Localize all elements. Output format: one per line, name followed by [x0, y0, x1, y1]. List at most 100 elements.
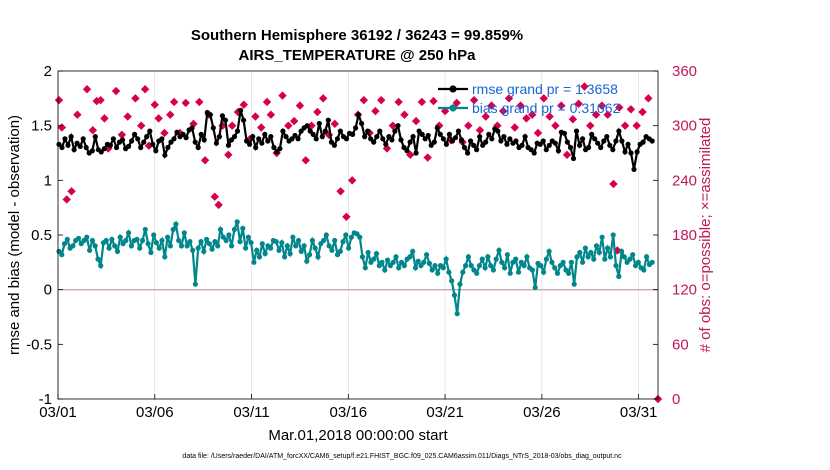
rmse-point [162, 152, 168, 158]
plot-area [54, 71, 663, 404]
bias-point [532, 284, 538, 291]
obs-possible-marker [307, 121, 316, 130]
rmse-point [371, 139, 377, 145]
rmse-point [132, 131, 138, 137]
rmse-point [564, 139, 571, 145]
obs-possible-marker [214, 200, 223, 210]
bias-point [496, 247, 502, 253]
bias-point [382, 267, 388, 273]
x-axis-label: Mar.01,2018 00:00:00 start [268, 427, 448, 444]
obs-possible-marker [516, 101, 525, 110]
rmse-point [289, 136, 295, 142]
bias-point [580, 259, 586, 265]
obs-possible-marker [210, 192, 219, 201]
bias-point [192, 281, 198, 287]
rmse-point [413, 150, 419, 156]
bias-point [424, 252, 430, 258]
bias-point [588, 249, 594, 256]
rmse-point [280, 128, 286, 134]
bias-point [346, 245, 352, 251]
rmse-point [410, 134, 416, 140]
rmse-point [640, 139, 646, 145]
obs-possible-marker [150, 100, 159, 109]
rmse-point [74, 140, 80, 146]
rmse-point [567, 144, 574, 151]
x-tick-label: 03/06 [136, 404, 174, 421]
obs-possible-marker [313, 107, 322, 117]
bias-point [251, 259, 257, 265]
bias-point [162, 254, 168, 260]
bias-point [326, 243, 332, 249]
bias-point [337, 248, 343, 254]
bias-point [276, 247, 282, 253]
obs-possible-marker [57, 123, 67, 132]
bias-point [396, 265, 402, 271]
rmse-point [519, 142, 525, 148]
bias-point [457, 281, 463, 287]
rmse-point [168, 139, 174, 145]
obs-possible-marker [469, 95, 479, 105]
bias-point [493, 256, 499, 262]
rmse-point [570, 155, 577, 162]
bias-point [373, 251, 380, 257]
rmse-point [446, 131, 452, 137]
bias-point [106, 245, 112, 251]
rmse-point [607, 142, 613, 148]
bias-point [507, 270, 513, 276]
obs-possible-marker [54, 95, 64, 105]
bias-point [451, 292, 458, 298]
obs-possible-marker [539, 94, 549, 103]
bias-point [577, 249, 583, 256]
bias-point [321, 237, 327, 244]
y-tick-label: 0.5 [31, 227, 52, 244]
rmse-point [319, 134, 325, 140]
obs-possible-marker [609, 179, 618, 189]
rmse-point [504, 141, 510, 147]
rmse-point [274, 149, 280, 155]
bias-point [610, 232, 616, 238]
rmse-point [228, 137, 235, 143]
rmse-point [613, 138, 619, 144]
rmse-point [380, 136, 386, 142]
rmse-point [144, 134, 150, 140]
rmse-point [513, 138, 519, 144]
bias-point [357, 234, 363, 240]
bias-point [165, 234, 171, 240]
obs-possible-marker [527, 110, 537, 119]
y-right-tick-label: 300 [672, 118, 697, 135]
rmse-point [449, 138, 455, 144]
rmse-point [126, 143, 132, 149]
bias-point [340, 239, 346, 245]
rmse-point [589, 131, 595, 137]
obs-possible-marker [557, 101, 566, 110]
bias-point [549, 259, 555, 265]
bias-point [465, 254, 471, 260]
y-axis-label: rmse and bias (model - observation) [6, 115, 23, 355]
y-tick-label: 1 [44, 172, 52, 189]
bias-point [407, 254, 413, 260]
bias-point [229, 243, 235, 249]
rmse-point [555, 148, 562, 154]
obs-possible-marker [498, 106, 508, 116]
rmse-point [313, 136, 319, 142]
bias-point [204, 236, 210, 242]
bias-point [440, 265, 446, 271]
rmse-point [262, 131, 268, 137]
rmse-point [307, 128, 313, 134]
bias-point [237, 239, 243, 245]
bias-point [449, 278, 455, 284]
obs-possible-marker [82, 85, 92, 94]
rmse-point [113, 144, 120, 151]
obs-possible-marker [233, 107, 243, 117]
rmse-point [216, 134, 222, 140]
rmse-point [425, 132, 431, 139]
obs-possible-marker [169, 97, 179, 107]
bias-point [70, 243, 76, 249]
bias-point [128, 243, 134, 249]
bias-point [415, 258, 421, 264]
y-right-tick-label: 180 [672, 227, 697, 244]
rmse-point [135, 136, 141, 142]
rmse-point [65, 142, 71, 148]
rmse-point [334, 136, 340, 142]
bias-point [117, 234, 123, 240]
